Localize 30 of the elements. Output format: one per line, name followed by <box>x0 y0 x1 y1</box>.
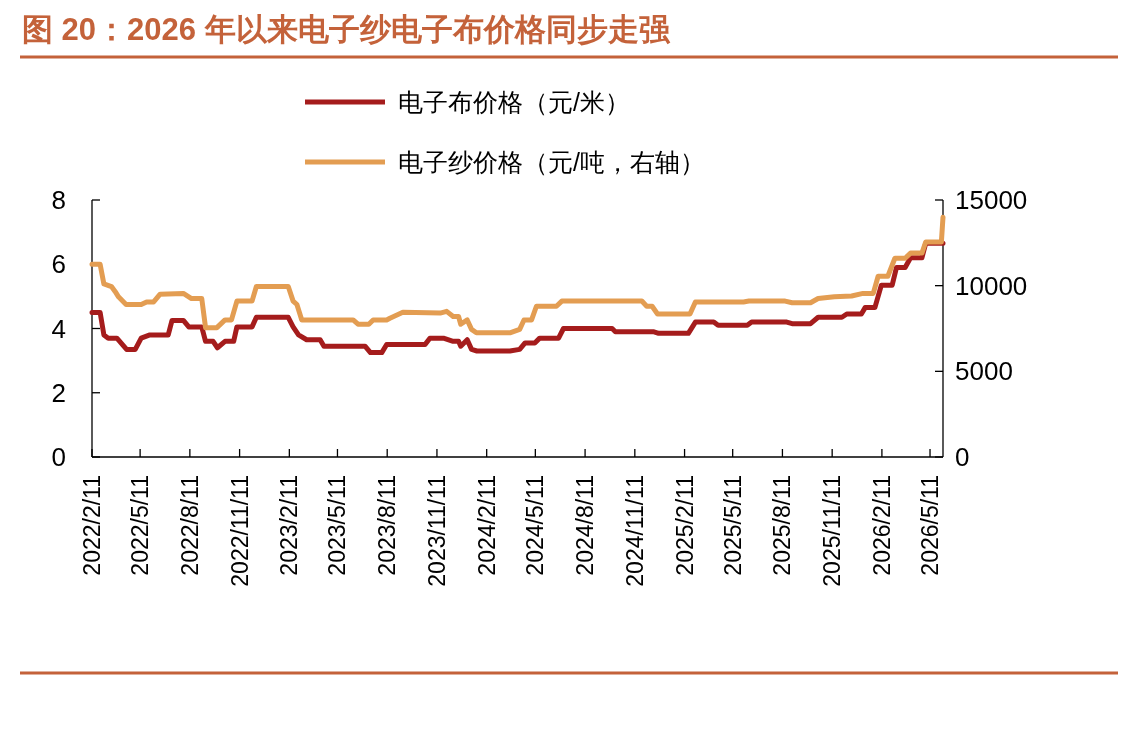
y2-tick-label: 5000 <box>955 356 1013 387</box>
x-tick-label: 2022/5/11 <box>127 475 154 576</box>
x-tick-label: 2023/8/11 <box>374 475 401 576</box>
x-tick-label: 2023/5/11 <box>324 475 351 576</box>
x-tick-label: 2022/11/11 <box>226 475 253 587</box>
x-tick-label: 2026/5/11 <box>917 475 944 576</box>
y-tick-label: 6 <box>51 249 66 280</box>
y2-tick-label: 10000 <box>955 270 1028 301</box>
x-tick-label: 2025/8/11 <box>769 475 796 576</box>
y-tick-label: 8 <box>51 185 66 215</box>
x-tick-label: 2024/5/11 <box>522 475 549 576</box>
x-tick-label: 2023/11/11 <box>423 475 450 587</box>
x-tick-label: 2024/11/11 <box>621 475 648 587</box>
y-tick-label: 2 <box>51 377 66 408</box>
x-tick-label: 2023/2/11 <box>276 475 303 576</box>
x-tick-label: 2025/2/11 <box>671 475 698 576</box>
x-tick-label: 2024/8/11 <box>572 475 599 576</box>
legend-label: 电子布价格（元/米） <box>398 88 630 116</box>
y-tick-label: 4 <box>51 313 66 344</box>
x-tick-label: 2026/2/11 <box>868 475 895 576</box>
y2-tick-label: 0 <box>955 442 970 472</box>
x-tick-label: 2025/11/11 <box>819 475 846 587</box>
y2-tick-label: 15000 <box>955 185 1028 215</box>
x-tick-label: 2024/2/11 <box>473 475 500 576</box>
x-tick-label: 2022/2/11 <box>79 475 105 576</box>
legend-label: 电子纱价格（元/吨，右轴） <box>398 148 705 176</box>
x-tick-label: 2025/5/11 <box>719 475 746 576</box>
y-tick-label: 0 <box>51 442 66 472</box>
x-tick-label: 2022/8/11 <box>176 475 203 576</box>
chart-title: 图 20：2026 年以来电子纱电子布价格同步走强 <box>22 12 671 47</box>
